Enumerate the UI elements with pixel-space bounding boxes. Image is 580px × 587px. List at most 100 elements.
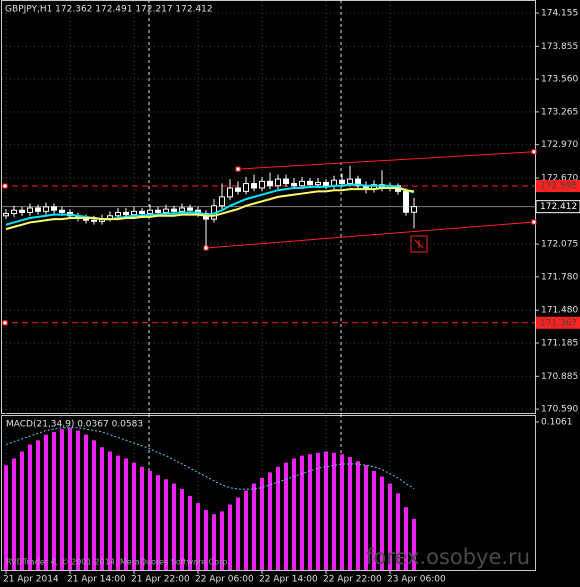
macd-bar: [308, 454, 312, 570]
signal-line: [5, 427, 415, 490]
footer: RVDTrader 4, © 2001-2014, MetaQuotes Sof…: [6, 558, 230, 567]
macd-bar: [116, 455, 120, 570]
macd-bar: [28, 444, 32, 570]
macd-bar: [380, 476, 384, 570]
candle-body: [355, 178, 361, 187]
candle-body: [227, 187, 233, 198]
macd-bar: [324, 451, 328, 570]
candle-body: [147, 209, 153, 215]
x-tick-label: 21 Apr 14:00: [67, 575, 126, 585]
macd-bar: [228, 504, 232, 570]
macd-bar: [172, 483, 176, 570]
macd-bar: [124, 458, 128, 570]
trendline: [205, 221, 535, 249]
macd-panel-frame: [1, 415, 536, 571]
y-tick-label: 171.780: [541, 272, 578, 282]
macd-bar: [220, 511, 224, 570]
candle-body: [219, 196, 225, 207]
macd-bar: [92, 440, 96, 570]
y-tick-label: 173.265: [541, 107, 578, 117]
candle-body: [243, 183, 249, 192]
macd-bar: [12, 458, 16, 570]
macd-bar: [60, 429, 64, 570]
watermark: forex.osobye.ru: [366, 545, 530, 569]
macd-bar: [196, 503, 200, 570]
candle-body: [115, 211, 121, 217]
candle-body: [35, 207, 41, 212]
macd-bar: [108, 451, 112, 570]
candle-body: [275, 178, 281, 187]
candle-body: [3, 213, 9, 217]
macd-bar: [412, 518, 416, 570]
macd-bar: [164, 479, 168, 570]
candle-body: [267, 180, 273, 187]
level-anchor: [2, 320, 8, 326]
macd-bar: [284, 462, 288, 570]
y-tick-label: 172.970: [541, 140, 578, 150]
candle-body: [179, 207, 185, 212]
y-tick-label: 0.1061: [541, 418, 573, 428]
macd-bar: [268, 472, 272, 570]
y-tick-label: 171.185: [541, 339, 578, 349]
candle-body: [19, 209, 25, 213]
y-tick-label: 171.480: [541, 306, 578, 316]
current-price-box: [535, 200, 580, 214]
trendline-anchor: [531, 149, 537, 155]
candle-body: [251, 183, 257, 189]
macd-bar: [44, 434, 48, 570]
macd-bar: [292, 458, 296, 570]
macd-bar: [100, 447, 104, 570]
candle-body: [27, 207, 33, 213]
macd-bar: [236, 497, 240, 570]
candle-body: [91, 219, 97, 222]
macd-bar: [76, 430, 80, 570]
candle-body: [139, 210, 145, 215]
macd-bar: [204, 510, 208, 570]
macd-bar: [68, 427, 72, 570]
candle-body: [411, 206, 417, 213]
macd-bar: [276, 466, 280, 570]
x-tick-label: 21 Apr 22:00: [131, 575, 190, 585]
trendline-anchor: [235, 166, 241, 172]
macd-bar: [396, 493, 400, 570]
candle-body: [11, 209, 17, 215]
candle-body: [59, 209, 65, 213]
candle-body: [131, 210, 137, 216]
macd-bar: [332, 452, 336, 570]
macd-bar: [372, 470, 376, 570]
level-label: 172.598: [540, 182, 577, 192]
candle-body: [403, 190, 409, 213]
y-tick-label: 170.590: [541, 405, 578, 415]
candle-body: [235, 187, 241, 192]
x-tick-label: 23 Apr 06:00: [387, 575, 446, 585]
current-price-label: 172.412: [540, 202, 577, 212]
candle-body: [187, 207, 193, 211]
macd-bar: [340, 454, 344, 570]
candle-body: [171, 208, 177, 212]
macd-title: MACD(21,34,9) 0.0367 0.0583: [6, 420, 143, 430]
level-label-box: [536, 316, 580, 329]
trendline: [237, 151, 535, 170]
candle-body: [259, 180, 265, 189]
candle-body: [323, 181, 329, 187]
candle-body: [299, 180, 305, 187]
macd-bar: [132, 462, 136, 570]
level-label: 171.367: [540, 318, 577, 328]
candle-body: [339, 179, 345, 185]
candle-body: [123, 211, 129, 216]
macd-bar: [20, 451, 24, 570]
moving-average: [5, 183, 415, 226]
candle-body: [315, 181, 321, 186]
macd-bar: [156, 475, 160, 570]
candle-body: [283, 178, 289, 185]
macd-bar: [300, 455, 304, 570]
macd-bar: [244, 490, 248, 570]
level-anchor: [2, 183, 8, 189]
macd-bar: [140, 466, 144, 570]
macd-bar: [364, 465, 368, 570]
macd-bar: [356, 461, 360, 570]
macd-bar: [348, 457, 352, 570]
macd-bar: [212, 514, 216, 570]
candle-body: [51, 206, 57, 211]
